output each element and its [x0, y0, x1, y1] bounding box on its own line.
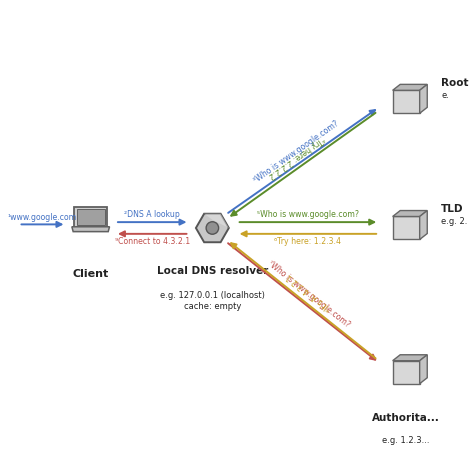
Polygon shape — [74, 207, 107, 227]
Polygon shape — [392, 217, 419, 239]
Text: ⁸It's A: 4.3.2.1: ⁸It's A: 4.3.2.1 — [284, 272, 333, 313]
Polygon shape — [77, 209, 105, 225]
Polygon shape — [72, 227, 109, 232]
Text: ⁴Try here: 2.2.2.2: ⁴Try here: 2.2.2.2 — [267, 134, 327, 180]
Text: ⁶Try here: 1.2.3.4: ⁶Try here: 1.2.3.4 — [274, 237, 341, 246]
Text: ²DNS A lookup: ²DNS A lookup — [124, 210, 180, 219]
Text: e.g. 127.0.0.1 (localhost)
cache: empty: e.g. 127.0.0.1 (localhost) cache: empty — [160, 291, 265, 311]
Polygon shape — [419, 210, 427, 239]
Text: TLD: TLD — [441, 204, 464, 214]
Text: e.: e. — [441, 91, 449, 100]
Text: ⁵Who is www.google.com?: ⁵Who is www.google.com? — [257, 210, 359, 219]
Polygon shape — [392, 91, 419, 113]
Polygon shape — [204, 214, 229, 228]
Text: e.g. 1.2.3...: e.g. 1.2.3... — [383, 436, 430, 445]
Text: Local DNS resolver: Local DNS resolver — [157, 266, 268, 276]
Text: ³Who is www.google.com?: ³Who is www.google.com? — [252, 118, 340, 184]
Polygon shape — [196, 214, 229, 242]
Polygon shape — [392, 355, 427, 361]
Text: ¹www.google.com: ¹www.google.com — [8, 213, 77, 222]
Text: e.g. 2.: e.g. 2. — [441, 217, 468, 226]
Polygon shape — [419, 84, 427, 113]
Polygon shape — [392, 361, 419, 383]
Text: Root: Root — [441, 78, 469, 88]
Text: ⁹Connect to 4.3.2.1: ⁹Connect to 4.3.2.1 — [115, 237, 190, 246]
Polygon shape — [392, 84, 427, 91]
Polygon shape — [419, 355, 427, 383]
Text: Client: Client — [73, 269, 109, 279]
Polygon shape — [392, 210, 427, 217]
Circle shape — [206, 222, 219, 234]
Text: ⁷Who is www.google.com?: ⁷Who is www.google.com? — [266, 259, 351, 329]
Text: Authorita...: Authorita... — [372, 413, 440, 423]
